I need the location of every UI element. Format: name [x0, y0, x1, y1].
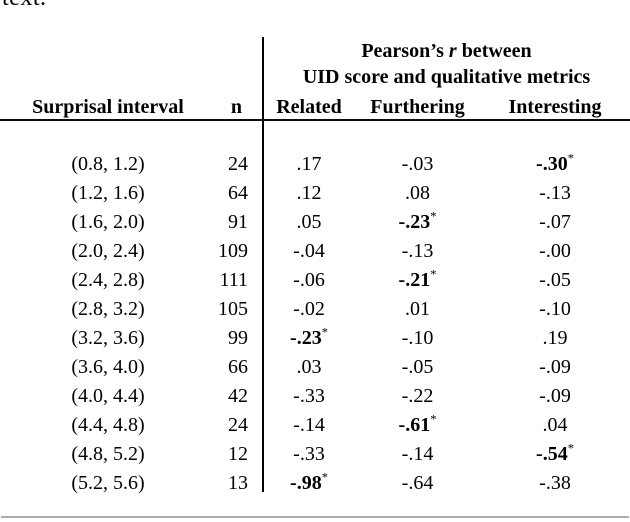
- bottom-rule: [1, 516, 629, 518]
- significance-star: *: [430, 412, 437, 427]
- cell-n: 64: [228, 182, 248, 204]
- cell-interesting: -.00: [539, 240, 571, 262]
- cell-interval: (1.6, 2.0): [71, 211, 145, 233]
- col-header-surprisal-interval: Surprisal interval: [0, 92, 200, 121]
- significance-star: *: [321, 325, 328, 340]
- cell-interesting: -.09: [539, 356, 571, 378]
- cell-furthering: -.03: [401, 153, 434, 175]
- cell-n: 109: [218, 240, 248, 262]
- table-row: (4.0, 4.4) 42 -.33 -.22 -.09: [0, 382, 630, 411]
- cell-interesting: -.07: [539, 211, 571, 233]
- cell-related: -.06: [293, 269, 325, 291]
- cell-interval: (4.0, 4.4): [71, 385, 145, 407]
- cell-related: -.98*: [290, 470, 328, 494]
- cell-n: 66: [228, 356, 248, 378]
- table-row: (0.8, 1.2) 24 .17 -.03 -.30*: [0, 150, 630, 179]
- cell-furthering: -.10: [401, 327, 434, 349]
- cell-furthering: -.13: [401, 240, 434, 262]
- cell-interesting: .19: [542, 327, 568, 349]
- col-header-furthering: Furthering: [355, 92, 480, 121]
- cell-n: 24: [228, 153, 248, 175]
- cell-n: 99: [228, 327, 248, 349]
- cell-interval: (2.8, 3.2): [71, 298, 145, 320]
- cell-furthering: -.05: [401, 356, 434, 378]
- table-row: (3.2, 3.6) 99 -.23* -.10 .19: [0, 324, 630, 353]
- table-row: (5.2, 5.6) 13 -.98* -.64 -.38: [0, 469, 630, 498]
- cell-interesting: -.09: [539, 385, 571, 407]
- cell-related: .05: [296, 211, 322, 233]
- table-row: (1.2, 1.6) 64 .12 .08 -.13: [0, 179, 630, 208]
- table-row: (3.6, 4.0) 66 .03 -.05 -.09: [0, 353, 630, 382]
- cell-related: .03: [296, 356, 322, 378]
- cell-interesting: -.38: [539, 472, 571, 494]
- cell-interesting: -.10: [539, 298, 571, 320]
- significance-star: *: [430, 209, 437, 224]
- cell-n: 24: [228, 414, 248, 436]
- cell-interval: (1.2, 1.6): [71, 182, 145, 204]
- cell-n: 111: [219, 269, 248, 291]
- cell-furthering: -.22: [401, 385, 434, 407]
- significance-star: *: [567, 151, 574, 166]
- cell-interesting: -.54*: [536, 441, 574, 465]
- cell-related: -.04: [293, 240, 325, 262]
- cell-furthering: .08: [405, 182, 430, 204]
- col-header-n: n: [200, 92, 263, 121]
- group-header-line1: Pearson’s r between: [361, 40, 532, 62]
- table-row: (2.8, 3.2) 105 -.02 .01 -.10: [0, 295, 630, 324]
- cell-interval: (3.6, 4.0): [71, 356, 145, 378]
- cell-related: -.14: [293, 414, 325, 436]
- cell-interesting: -.13: [539, 182, 571, 204]
- cell-furthering: -.21*: [398, 267, 437, 291]
- cell-furthering: .01: [405, 298, 430, 320]
- cell-n: 91: [228, 211, 248, 233]
- significance-star: *: [430, 267, 437, 282]
- spacer-row: [0, 120, 630, 150]
- column-header-row: Surprisal interval n Related Furthering …: [0, 92, 630, 121]
- cell-interval: (5.2, 5.6): [71, 472, 145, 494]
- cell-interesting: -.30*: [536, 151, 574, 175]
- vertical-rule: [262, 37, 264, 492]
- cell-related: .12: [296, 182, 322, 204]
- cell-furthering: -.61*: [398, 412, 437, 436]
- cell-n: 105: [218, 298, 248, 320]
- cell-related: -.33: [293, 385, 325, 407]
- cell-n: 42: [228, 385, 248, 407]
- clipped-paragraph-text: text.: [2, 0, 82, 11]
- cell-interval: (0.8, 1.2): [71, 153, 145, 175]
- cell-interesting: -.05: [539, 269, 571, 291]
- table-row: (2.0, 2.4) 109 -.04 -.13 -.00: [0, 237, 630, 266]
- cell-interval: (2.0, 2.4): [71, 240, 145, 262]
- italic-r: r: [448, 40, 457, 62]
- col-header-related: Related: [263, 92, 355, 121]
- cell-related: .17: [296, 153, 322, 175]
- cell-furthering: -.64: [401, 472, 434, 494]
- cell-interval: (3.2, 3.6): [71, 327, 145, 349]
- cell-related: -.33: [293, 443, 325, 465]
- col-header-interesting: Interesting: [480, 92, 630, 121]
- table-row: (2.4, 2.8) 111 -.06 -.21* -.05: [0, 266, 630, 295]
- table-row: (4.8, 5.2) 12 -.33 -.14 -.54*: [0, 440, 630, 469]
- cell-interesting: .04: [542, 414, 568, 436]
- cell-furthering: -.14: [401, 443, 434, 465]
- cell-interval: (2.4, 2.8): [71, 269, 145, 291]
- cell-n: 13: [228, 472, 248, 494]
- cell-furthering: -.23*: [398, 209, 437, 233]
- cell-n: 12: [228, 443, 248, 465]
- cell-interval: (4.4, 4.8): [71, 414, 145, 436]
- cell-interval: (4.8, 5.2): [71, 443, 145, 465]
- significance-star: *: [567, 441, 574, 456]
- table-row: (4.4, 4.8) 24 -.14 -.61* .04: [0, 411, 630, 440]
- significance-star: *: [321, 470, 328, 485]
- cell-related: -.02: [293, 298, 325, 320]
- table-row: (1.6, 2.0) 91 .05 -.23* -.07: [0, 208, 630, 237]
- group-header-line2: UID score and qualitative metrics: [302, 66, 591, 88]
- correlation-table: Surprisal interval n Related Furthering …: [0, 92, 630, 498]
- cell-related: -.23*: [290, 325, 328, 349]
